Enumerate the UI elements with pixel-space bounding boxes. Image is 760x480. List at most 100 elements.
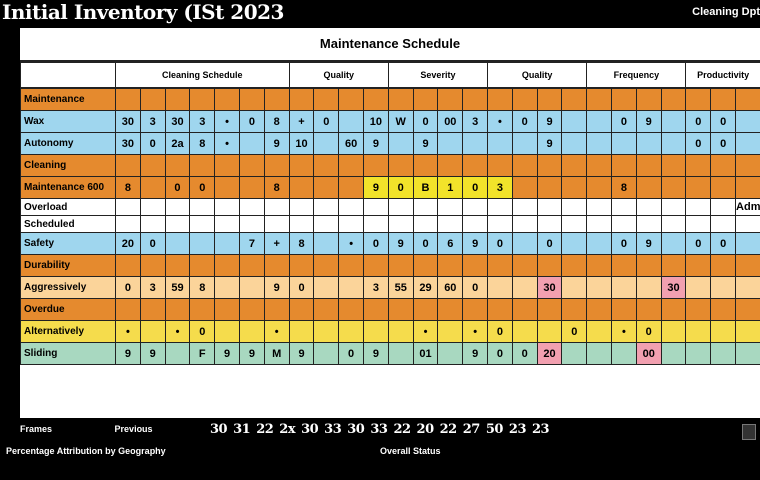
table-cell[interactable]: • bbox=[115, 320, 141, 343]
table-cell[interactable]: • bbox=[338, 232, 365, 255]
table-cell[interactable] bbox=[536, 87, 563, 111]
table-cell[interactable]: M bbox=[263, 342, 290, 365]
table-cell[interactable] bbox=[313, 254, 340, 277]
table-cell[interactable]: 0 bbox=[139, 232, 166, 255]
table-cell[interactable] bbox=[487, 154, 513, 177]
table-cell[interactable] bbox=[115, 215, 141, 233]
table-cell[interactable]: 2a bbox=[164, 132, 191, 155]
table-cell[interactable] bbox=[412, 215, 439, 233]
table-cell[interactable] bbox=[238, 254, 265, 277]
table-cell[interactable] bbox=[462, 198, 489, 216]
table-cell[interactable] bbox=[611, 198, 637, 216]
table-cell[interactable] bbox=[387, 198, 414, 216]
table-cell[interactable] bbox=[238, 198, 265, 216]
table-cell[interactable] bbox=[511, 132, 538, 155]
table-cell[interactable] bbox=[735, 232, 760, 255]
table-cell[interactable]: 0 bbox=[685, 110, 712, 133]
table-cell[interactable]: 8 bbox=[288, 232, 315, 255]
table-cell[interactable] bbox=[685, 254, 712, 277]
table-cell[interactable] bbox=[313, 320, 340, 343]
table-cell[interactable] bbox=[313, 176, 340, 199]
table-cell[interactable]: 6 bbox=[437, 232, 464, 255]
table-cell[interactable] bbox=[462, 254, 489, 277]
table-cell[interactable] bbox=[238, 298, 265, 321]
table-cell[interactable] bbox=[611, 215, 637, 233]
table-cell[interactable] bbox=[660, 154, 687, 177]
table-cell[interactable]: 9 bbox=[238, 342, 265, 365]
table-cell[interactable]: 55 bbox=[387, 276, 414, 299]
table-cell[interactable] bbox=[611, 132, 637, 155]
table-cell[interactable] bbox=[586, 342, 613, 365]
table-cell[interactable] bbox=[511, 254, 538, 277]
table-cell[interactable] bbox=[561, 342, 588, 365]
table-cell[interactable] bbox=[139, 176, 166, 199]
table-cell[interactable]: 30 bbox=[660, 276, 687, 299]
table-cell[interactable] bbox=[387, 254, 414, 277]
table-cell[interactable]: 9 bbox=[536, 132, 563, 155]
table-cell[interactable]: • bbox=[487, 110, 513, 133]
table-cell[interactable] bbox=[238, 87, 265, 111]
table-cell[interactable] bbox=[511, 198, 538, 216]
table-cell[interactable]: • bbox=[462, 320, 489, 343]
table-cell[interactable] bbox=[115, 198, 141, 216]
table-cell[interactable] bbox=[462, 215, 489, 233]
table-cell[interactable]: 3 bbox=[139, 276, 166, 299]
table-cell[interactable] bbox=[685, 276, 712, 299]
table-cell[interactable] bbox=[561, 276, 588, 299]
table-cell[interactable] bbox=[710, 176, 737, 199]
table-cell[interactable] bbox=[214, 232, 240, 255]
table-cell[interactable] bbox=[387, 87, 414, 111]
table-cell[interactable]: 0 bbox=[164, 176, 191, 199]
table-cell[interactable] bbox=[164, 215, 191, 233]
table-cell[interactable]: 0 bbox=[487, 232, 513, 255]
table-cell[interactable] bbox=[363, 320, 389, 343]
table-cell[interactable]: 8 bbox=[189, 276, 216, 299]
table-cell[interactable]: 8 bbox=[263, 110, 290, 133]
table-cell[interactable]: 30 bbox=[115, 110, 141, 133]
table-cell[interactable] bbox=[660, 176, 687, 199]
table-cell[interactable] bbox=[685, 198, 712, 216]
table-cell[interactable] bbox=[139, 215, 166, 233]
table-cell[interactable] bbox=[338, 87, 365, 111]
table-cell[interactable] bbox=[363, 154, 389, 177]
table-cell[interactable] bbox=[313, 198, 340, 216]
table-cell[interactable] bbox=[660, 198, 687, 216]
table-cell[interactable] bbox=[710, 154, 737, 177]
table-cell[interactable] bbox=[660, 232, 687, 255]
table-cell[interactable] bbox=[437, 87, 464, 111]
table-cell[interactable] bbox=[214, 215, 240, 233]
table-cell[interactable]: 0 bbox=[487, 342, 513, 365]
table-cell[interactable] bbox=[387, 320, 414, 343]
table-cell[interactable] bbox=[313, 87, 340, 111]
table-cell[interactable] bbox=[635, 154, 662, 177]
table-cell[interactable] bbox=[437, 320, 464, 343]
table-cell[interactable] bbox=[635, 132, 662, 155]
table-cell[interactable] bbox=[487, 254, 513, 277]
table-cell[interactable] bbox=[561, 176, 588, 199]
table-cell[interactable]: 0 bbox=[511, 110, 538, 133]
table-cell[interactable] bbox=[511, 320, 538, 343]
table-cell[interactable] bbox=[685, 320, 712, 343]
table-cell[interactable]: 1 bbox=[437, 176, 464, 199]
table-cell[interactable] bbox=[586, 298, 613, 321]
table-cell[interactable] bbox=[412, 154, 439, 177]
table-cell[interactable] bbox=[214, 254, 240, 277]
table-cell[interactable] bbox=[561, 215, 588, 233]
table-cell[interactable] bbox=[685, 215, 712, 233]
table-cell[interactable]: 9 bbox=[288, 342, 315, 365]
table-cell[interactable] bbox=[710, 254, 737, 277]
table-cell[interactable] bbox=[487, 132, 513, 155]
table-cell[interactable] bbox=[437, 132, 464, 155]
table-cell[interactable] bbox=[313, 298, 340, 321]
table-cell[interactable] bbox=[214, 198, 240, 216]
table-cell[interactable] bbox=[685, 87, 712, 111]
table-cell[interactable] bbox=[238, 320, 265, 343]
table-cell[interactable]: 0 bbox=[487, 320, 513, 343]
table-cell[interactable] bbox=[115, 154, 141, 177]
table-cell[interactable] bbox=[635, 198, 662, 216]
table-cell[interactable]: • bbox=[611, 320, 637, 343]
table-cell[interactable] bbox=[338, 176, 365, 199]
table-cell[interactable]: 8 bbox=[115, 176, 141, 199]
table-cell[interactable] bbox=[189, 232, 216, 255]
table-cell[interactable] bbox=[288, 215, 315, 233]
